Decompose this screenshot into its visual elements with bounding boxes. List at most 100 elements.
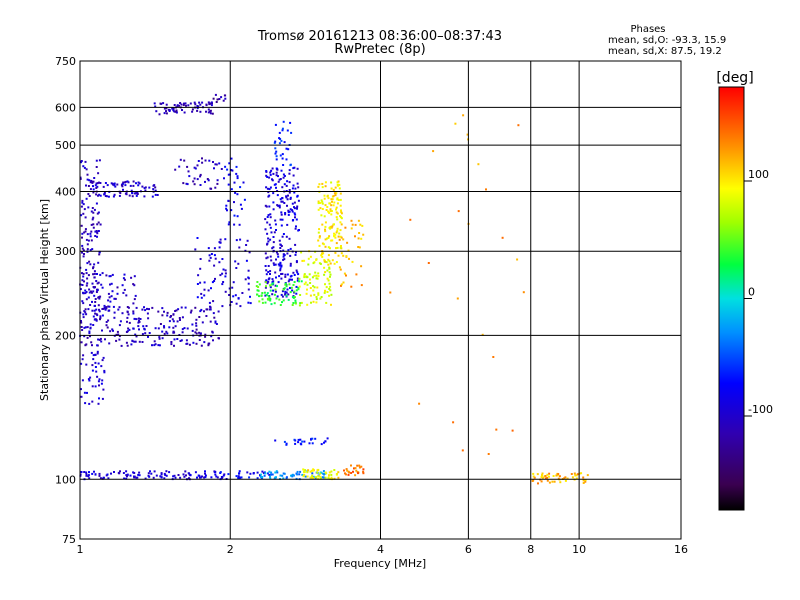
scatter-point: [558, 475, 561, 478]
scatter-point: [197, 274, 200, 277]
scatter-point: [285, 443, 288, 446]
scatter-point: [98, 378, 101, 381]
scatter-point: [132, 312, 135, 315]
scatter-point: [324, 271, 327, 274]
scatter-point: [114, 297, 117, 300]
scatter-point: [165, 474, 168, 477]
scatter-point: [85, 343, 88, 346]
scatter-point: [362, 233, 365, 236]
scatter-point: [92, 180, 95, 183]
scatter-point: [233, 214, 236, 217]
scatter-point: [221, 272, 224, 275]
scatter-point: [163, 477, 166, 480]
scatter-point: [278, 264, 281, 267]
scatter-point: [225, 204, 228, 207]
scatter-point: [219, 274, 222, 277]
scatter-point: [239, 305, 242, 308]
scatter-point: [298, 304, 301, 307]
scatter-point: [147, 335, 149, 338]
scatter-point: [133, 192, 136, 195]
scatter-point: [265, 205, 268, 208]
scatter-point: [196, 237, 199, 239]
scatter-point: [276, 168, 279, 171]
scatter-point: [203, 476, 206, 479]
scatter-point: [95, 291, 98, 293]
scatter-point: [347, 473, 350, 476]
scatter-point: [281, 200, 284, 203]
scatter-point: [289, 264, 292, 267]
scatter-point: [282, 120, 285, 123]
scatter-point: [326, 237, 328, 240]
scatter-point: [336, 218, 339, 221]
scatter-point: [312, 469, 315, 472]
scatter-point: [100, 340, 103, 343]
scatter-point: [82, 212, 85, 215]
scatter-point: [245, 244, 248, 246]
scatter-point: [297, 273, 300, 276]
scatter-point: [183, 475, 186, 478]
scatter-point: [172, 475, 175, 478]
scatter-point: [157, 327, 160, 330]
scatter-point: [107, 195, 110, 198]
scatter-point: [209, 102, 211, 105]
scatter-point: [193, 183, 196, 186]
scatter-point: [135, 335, 138, 338]
scatter-point: [279, 178, 282, 180]
scatter-point: [93, 294, 96, 297]
scatter-point: [223, 473, 226, 476]
scatter-point: [269, 173, 272, 176]
scatter-point: [269, 186, 272, 189]
scatter-point: [313, 274, 316, 277]
scatter-point: [118, 194, 121, 197]
scatter-point: [218, 162, 221, 165]
scatter-point: [177, 474, 180, 476]
scatter-point: [104, 195, 107, 197]
scatter-point: [95, 313, 98, 316]
scatter-point: [327, 279, 330, 282]
scatter-point: [91, 300, 93, 303]
scatter-point: [309, 287, 312, 289]
scatter-point: [269, 298, 272, 300]
scatter-point: [263, 474, 266, 477]
scatter-point: [99, 223, 102, 226]
scatter-point: [212, 97, 215, 100]
scatter-point: [158, 113, 161, 116]
scatter-point: [82, 316, 85, 319]
scatter-point: [285, 196, 288, 199]
scatter-point: [199, 476, 202, 479]
scatter-point: [153, 344, 156, 347]
scatter-point: [176, 105, 179, 108]
scatter-point: [218, 337, 220, 340]
scatter-point: [99, 337, 102, 340]
scatter-point: [285, 285, 288, 288]
scatter-point: [109, 283, 111, 286]
scatter-point: [85, 272, 88, 275]
scatter-point: [333, 192, 336, 195]
scatter-point: [110, 295, 113, 298]
scatter-point: [297, 288, 300, 291]
scatter-point: [292, 284, 295, 286]
scatter-point: [98, 474, 101, 477]
scatter-point: [94, 366, 97, 368]
scatter-point: [82, 255, 85, 258]
scatter-point: [334, 236, 337, 239]
scatter-point: [293, 274, 296, 276]
scatter-point: [284, 212, 287, 214]
scatter-point: [248, 251, 251, 254]
scatter-point: [112, 329, 114, 332]
scatter-point: [327, 258, 330, 261]
scatter-point: [335, 192, 338, 195]
scatter-point: [94, 298, 97, 300]
scatter-point: [111, 328, 114, 331]
scatter-point: [266, 187, 269, 190]
scatter-point: [280, 213, 283, 216]
scatter-point: [342, 254, 345, 257]
scatter-point: [291, 210, 294, 213]
scatter-point: [97, 304, 100, 307]
scatter-point: [336, 181, 339, 184]
y-tick-label: 500: [55, 139, 76, 152]
scatter-point: [81, 272, 83, 275]
scatter-point: [278, 298, 281, 301]
scatter-point: [98, 384, 100, 387]
scatter-point: [105, 307, 108, 310]
